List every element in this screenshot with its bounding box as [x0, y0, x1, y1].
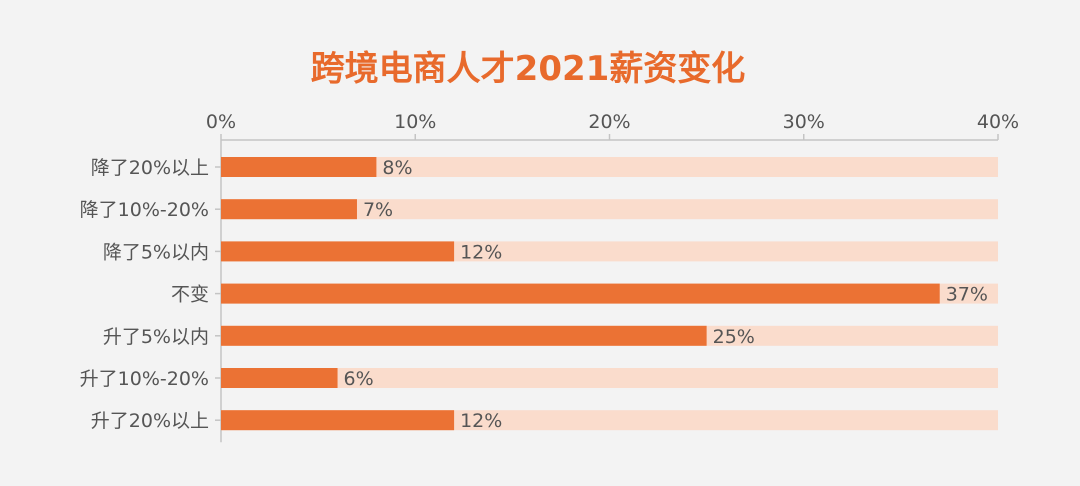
value-label: 6%: [344, 368, 374, 390]
x-tick-label: 40%: [977, 111, 1019, 133]
category-label: 升了10%-20%: [80, 368, 209, 390]
value-label: 12%: [460, 241, 502, 263]
bar-row: 不变 37%: [171, 283, 998, 306]
bars-group: 降了20%以上 8% 降了10%-20% 7% 降了5%以内 12% 不变 37% 升了5%以内…: [80, 157, 998, 432]
value-label: 7%: [363, 199, 393, 221]
value-label: 12%: [460, 410, 502, 432]
bar-row: 降了10%-20% 7%: [80, 199, 998, 221]
value-label: 25%: [713, 326, 755, 348]
category-label: 降了5%以内: [103, 241, 209, 263]
bar-track: [221, 157, 998, 177]
category-label: 降了10%-20%: [80, 199, 209, 221]
bar: [221, 241, 455, 262]
bar: [221, 410, 455, 431]
bar: [221, 157, 377, 177]
bar-row: 升了5%以内 25%: [103, 325, 998, 348]
bar: [221, 283, 940, 304]
category-label: 升了5%以内: [103, 326, 209, 348]
x-tick-label: 10%: [394, 111, 436, 133]
x-axis: 0% 10% 20% 30% 40%: [206, 111, 1019, 443]
x-tick-label: 0%: [206, 111, 236, 133]
bar: [221, 368, 338, 388]
category-label: 降了20%以上: [91, 157, 209, 179]
bar-row: 降了5%以内 12%: [103, 241, 998, 263]
category-label: 不变: [171, 284, 209, 306]
bar: [221, 199, 357, 220]
x-tick-label: 30%: [783, 111, 825, 133]
category-label: 升了20%以上: [91, 410, 209, 432]
chart-title: 跨境电商人才2021薪资变化: [311, 49, 746, 89]
value-label: 37%: [946, 284, 988, 306]
bar-track: [221, 368, 998, 388]
bar: [221, 325, 707, 346]
bar-track: [221, 199, 998, 220]
bar-row: 升了10%-20% 6%: [80, 368, 998, 390]
bar-row: 降了20%以上 8%: [91, 157, 998, 179]
value-label: 8%: [382, 157, 412, 179]
x-tick-label: 20%: [588, 111, 630, 133]
bar-row: 升了20%以上 12%: [91, 410, 998, 432]
